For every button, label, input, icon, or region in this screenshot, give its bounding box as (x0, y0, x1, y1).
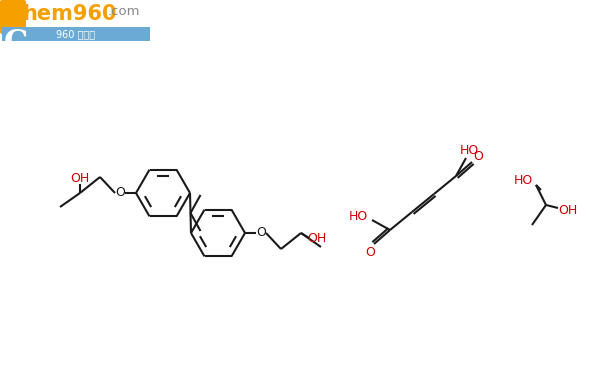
FancyBboxPatch shape (0, 0, 26, 34)
Text: HO: HO (459, 144, 479, 156)
Text: HO: HO (514, 174, 532, 186)
Text: OH: OH (558, 204, 578, 216)
Text: O: O (256, 226, 266, 240)
Text: .com: .com (108, 5, 140, 18)
Text: O: O (365, 246, 375, 258)
Text: HO: HO (348, 210, 368, 222)
Text: OH: OH (70, 172, 90, 186)
Text: O: O (115, 186, 125, 200)
Text: C: C (4, 28, 28, 59)
Text: O: O (473, 150, 483, 164)
Bar (2, 27, 150, 41)
Text: OH: OH (307, 232, 327, 246)
Text: 960 化工网: 960 化工网 (56, 29, 96, 39)
Text: hem960: hem960 (22, 4, 117, 24)
